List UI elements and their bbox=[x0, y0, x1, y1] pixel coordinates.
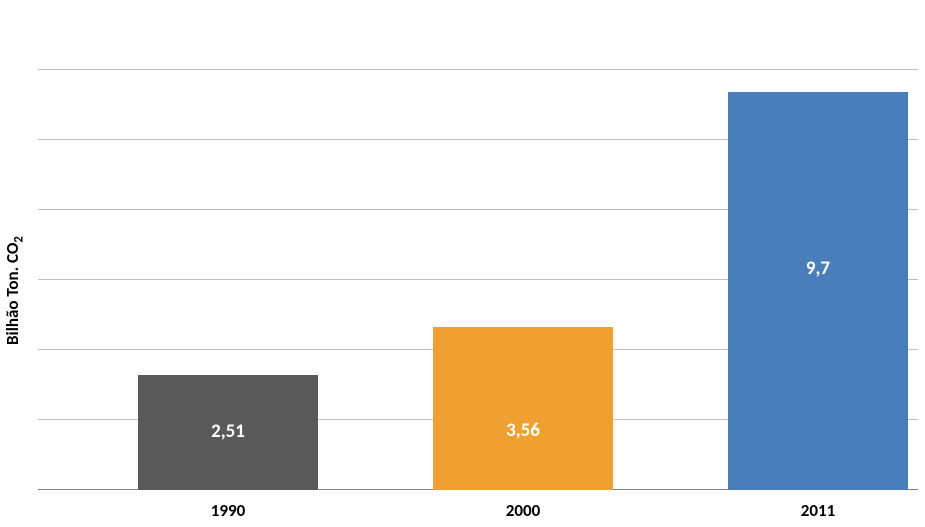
co2-bar-chart: Bilhão Ton. CO2 2,51 3,56 9,7 1990 2000 2011 bbox=[0, 0, 925, 527]
x-axis-label-2000: 2000 bbox=[433, 500, 613, 521]
plot-area: 2,51 3,56 9,7 bbox=[38, 0, 918, 490]
x-axis-label-2011: 2011 bbox=[728, 500, 908, 521]
y-axis-label-text: Bilhão Ton. CO bbox=[2, 243, 23, 345]
y-axis-label-sub: 2 bbox=[11, 236, 26, 242]
bar-2011: 9,7 bbox=[728, 92, 908, 490]
y-axis-label: Bilhão Ton. CO2 bbox=[2, 236, 26, 345]
bar-value-label: 9,7 bbox=[728, 257, 908, 280]
gridline bbox=[38, 69, 918, 70]
bar-value-label: 3,56 bbox=[433, 419, 613, 442]
bar-1990: 2,51 bbox=[138, 375, 318, 490]
x-axis-label-1990: 1990 bbox=[138, 500, 318, 521]
bar-value-label: 2,51 bbox=[138, 420, 318, 443]
bar-2000: 3,56 bbox=[433, 327, 613, 490]
